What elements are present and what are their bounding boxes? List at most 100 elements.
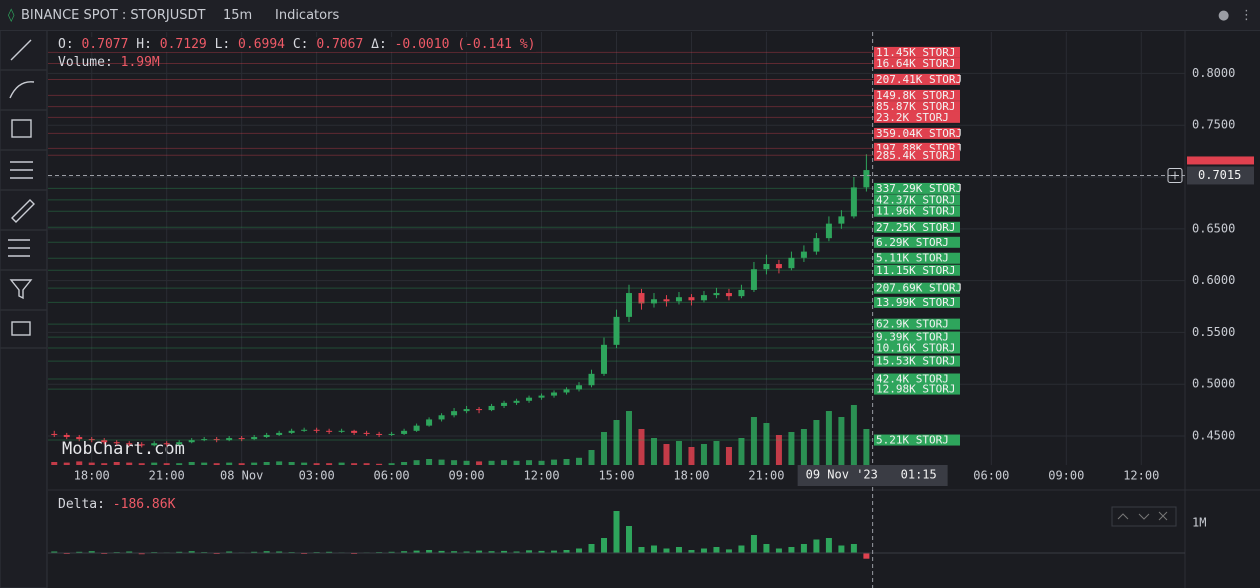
volume-bar	[588, 450, 595, 465]
y-tick-label: 0.6500	[1192, 221, 1235, 235]
candle-body	[663, 299, 670, 302]
order-label: 12.98K STORJ	[876, 383, 955, 396]
volume-bar	[276, 461, 283, 465]
x-tick-label: 12:00	[523, 469, 559, 483]
ohlc-label: Δ:	[371, 37, 387, 52]
candle-body	[713, 293, 720, 296]
ohlc-value: 0.6994	[238, 37, 286, 52]
menu[interactable]: ⋮	[1240, 8, 1253, 23]
delta-bar	[750, 535, 757, 553]
order-label: 42.37K STORJ	[876, 193, 955, 206]
y-tick-label: 0.5500	[1192, 325, 1235, 339]
volume-label: Volume:	[58, 55, 113, 70]
candle-body	[238, 438, 245, 440]
delta-bar	[126, 551, 133, 553]
pane-buttons	[1111, 506, 1177, 527]
candle-body	[101, 440, 108, 443]
order-label: 62.9K STORJ	[876, 318, 949, 331]
y-tick-label: 0.8000	[1192, 66, 1235, 80]
volume-bar	[538, 460, 545, 465]
volume-bar	[251, 462, 258, 465]
candle-body	[488, 405, 495, 411]
ohlc-label: L:	[214, 37, 231, 52]
volume-bar	[451, 460, 458, 465]
pane-button-icons[interactable]	[1117, 511, 1168, 521]
delta-value: -186.86K	[112, 497, 176, 512]
order-label: 285.4K STORJ	[876, 149, 955, 162]
candle-body	[688, 297, 695, 301]
symbol[interactable]: BINANCE SPOT : STORJUSDT	[21, 8, 206, 23]
volume-bar	[625, 411, 632, 465]
candle-body	[401, 430, 408, 434]
interval[interactable]: 15m	[223, 8, 253, 23]
volume-bar	[551, 459, 558, 465]
x-tick-label: 06:00	[973, 469, 1009, 483]
top-bar: ◊ BINANCE SPOT : STORJUSDT 15m Indicator…	[0, 0, 1260, 31]
fib-tool[interactable]	[10, 161, 33, 179]
candle-body	[775, 264, 782, 269]
order-label-bg	[874, 127, 960, 139]
candle-body	[526, 397, 533, 401]
pane-buttons-box	[1111, 506, 1177, 527]
candle-body	[126, 443, 133, 445]
x-tick-label: 06:00	[374, 469, 410, 483]
volume-bar	[601, 432, 608, 465]
volume-bar	[76, 461, 83, 465]
delta-bar	[538, 550, 545, 553]
delta-bar	[138, 553, 145, 555]
delta-bar	[476, 550, 483, 553]
candle-body	[863, 170, 870, 188]
camera-tool[interactable]	[11, 321, 31, 336]
candle-body	[563, 389, 570, 393]
candle-body	[163, 443, 170, 445]
lines-tool[interactable]	[8, 239, 30, 257]
order-label: 207.41K STORJ	[876, 73, 962, 86]
delta-bar	[663, 548, 670, 553]
rect-tool[interactable]	[11, 119, 32, 138]
toolbar-bg	[0, 29, 48, 588]
volume-bar	[825, 411, 832, 465]
ohlc-value: 0.7077	[81, 37, 129, 52]
candle-body	[513, 400, 520, 403]
candle-body	[838, 216, 845, 224]
x-tick-label: 21:00	[748, 469, 784, 483]
candle-body	[438, 415, 445, 420]
volume-bar	[213, 463, 220, 465]
volume-bar	[713, 441, 720, 465]
indicators[interactable]: Indicators	[275, 8, 340, 23]
candle-body	[188, 440, 195, 443]
volume-bar	[738, 438, 745, 465]
x-tick-label: 08 Nov	[220, 469, 263, 483]
order-label: 207.69K STORJ	[876, 282, 962, 295]
order-label-bg	[874, 182, 960, 194]
delta-bar	[675, 547, 682, 553]
crosshair-price-bg	[1187, 166, 1254, 185]
x-tick-label: 09:00	[449, 469, 485, 483]
x-tick-label: 12:00	[1123, 469, 1159, 483]
brush-tool[interactable]	[9, 81, 35, 99]
filter-tool[interactable]	[9, 279, 33, 300]
order-label: 23.2K STORJ	[876, 111, 949, 124]
volume-bar	[438, 459, 445, 465]
order-label-bg	[874, 296, 960, 308]
order-label: 359.04K STORJ	[876, 127, 962, 140]
trendline-tool[interactable]	[10, 39, 32, 61]
ruler-tool[interactable]	[11, 199, 35, 223]
delta-bar	[438, 550, 445, 553]
ohlc-value: -0.0010 (-0.141 %)	[394, 37, 536, 52]
delta-bar	[51, 551, 58, 553]
delta-bar	[700, 548, 707, 553]
volume-bar	[88, 462, 95, 465]
volume-bar	[750, 417, 757, 465]
delta-bar	[863, 553, 870, 559]
candle-body	[613, 316, 620, 345]
volume-bar	[301, 462, 308, 465]
delta-bar	[825, 538, 832, 553]
candle-body	[288, 430, 295, 433]
volume-bar	[700, 444, 707, 465]
order-label-bg	[874, 383, 960, 395]
candle-body	[226, 438, 233, 441]
order-label-bg	[874, 101, 960, 113]
volume-bar	[238, 463, 245, 465]
candle-body	[763, 264, 770, 270]
